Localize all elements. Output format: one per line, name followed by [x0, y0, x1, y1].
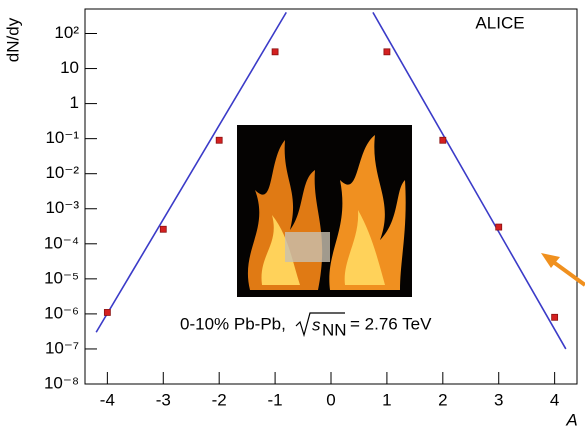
- y-tick-label: 10⁻³: [45, 198, 79, 217]
- annotation-system: 0-10% Pb-Pb,: [180, 314, 286, 333]
- data-point: [439, 136, 447, 144]
- y-tick-label: 10⁻⁵: [44, 268, 79, 287]
- y-tick-label: 10⁻⁶: [44, 303, 79, 322]
- x-tick-label: 3: [494, 390, 503, 409]
- data-point: [495, 223, 503, 231]
- x-tick-label: 2: [438, 390, 447, 409]
- fit-line: [95, 11, 287, 333]
- x-tick-label: 1: [382, 390, 391, 409]
- y-tick-label: 1: [70, 93, 79, 112]
- x-tick-label: 4: [550, 390, 559, 409]
- data-point: [271, 48, 279, 56]
- y-axis-label: dN/dy: [3, 17, 22, 62]
- fit-line: [372, 11, 567, 350]
- x-tick-label: 0: [326, 390, 335, 409]
- plot-area: [95, 11, 567, 350]
- x-tick-label: -2: [212, 390, 227, 409]
- data-point: [103, 309, 111, 316]
- y-tick-label: 10⁻⁴: [44, 233, 79, 252]
- y-tick-label: 10⁻⁷: [45, 338, 79, 357]
- annotation-sub: NN: [322, 320, 347, 339]
- arrow: [541, 253, 585, 287]
- y-tick-label: 10⁻⁸: [44, 373, 79, 392]
- data-point: [159, 225, 167, 233]
- x-axis-label: A: [565, 410, 577, 429]
- y-tick-label: 10⁻²: [45, 163, 79, 182]
- x-tick-label: -3: [156, 390, 171, 409]
- flame-image: [237, 125, 412, 297]
- x-tick-label: -4: [100, 390, 115, 409]
- y-tick-label: 10²: [54, 23, 79, 42]
- annotation: 0-10% Pb-Pb, s NN = 2.76 TeV: [180, 312, 432, 339]
- chart-title: ALICE: [475, 13, 524, 32]
- annotation-s: s: [312, 315, 321, 334]
- data-point: [215, 136, 223, 144]
- data-point: [551, 313, 559, 321]
- x-tick-label: -1: [268, 390, 283, 409]
- y-tick-label: 10: [60, 58, 79, 77]
- annotation-energy: = 2.76 TeV: [350, 314, 432, 333]
- data-point: [383, 48, 391, 56]
- y-tick-label: 10⁻¹: [45, 128, 79, 147]
